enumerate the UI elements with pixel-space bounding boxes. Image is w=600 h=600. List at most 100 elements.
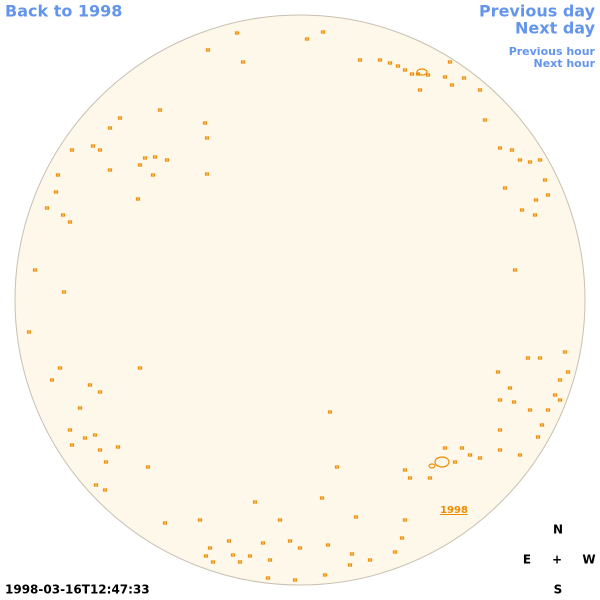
region-outline — [399, 536, 405, 540]
region-outline — [142, 156, 148, 160]
region-outline — [226, 539, 232, 543]
region-outline — [452, 460, 458, 464]
region-outline — [260, 541, 266, 545]
region-outline — [416, 68, 428, 76]
region-outline — [525, 356, 531, 360]
region-outline — [55, 173, 61, 177]
next-day-link[interactable]: Next day — [515, 19, 596, 38]
region-outline — [447, 60, 453, 64]
region-outline — [103, 460, 109, 464]
region-outline — [402, 68, 408, 72]
region-outline — [527, 408, 533, 412]
region-outline — [234, 31, 240, 35]
region-outline — [247, 554, 253, 558]
region-outline — [497, 448, 503, 452]
region-outline — [287, 539, 293, 543]
region-outline — [434, 456, 450, 468]
region-outline — [157, 108, 163, 112]
region-outline — [532, 213, 538, 217]
region-outline — [357, 58, 363, 62]
region-outline — [203, 554, 209, 558]
region-outline — [327, 410, 333, 414]
region-outline — [97, 148, 103, 152]
region-outline — [477, 88, 483, 92]
region-outline — [32, 268, 38, 272]
region-outline — [477, 456, 483, 460]
back-link[interactable]: Back to 1998 — [5, 2, 122, 21]
region-outline — [507, 386, 513, 390]
region-outline — [407, 476, 413, 480]
region-outline — [402, 468, 408, 472]
region-outline — [552, 393, 558, 397]
region-outline — [347, 563, 353, 567]
next-hour-link[interactable]: Next hour — [534, 57, 596, 70]
region-outline — [107, 126, 113, 130]
region-outline — [545, 193, 551, 197]
region-outline — [267, 558, 273, 562]
region-outline — [428, 463, 436, 469]
region-outline — [297, 546, 303, 550]
region-outline — [277, 518, 283, 522]
region-outline — [367, 558, 373, 562]
region-outline — [334, 465, 340, 469]
region-outline — [162, 521, 168, 525]
region-outline — [461, 76, 467, 80]
region-outline — [449, 83, 455, 87]
region-outline — [97, 448, 103, 452]
region-outline — [539, 423, 545, 427]
region-outline — [497, 398, 503, 402]
region-outline — [240, 60, 246, 64]
region-outline — [107, 168, 113, 172]
active-regions — [26, 30, 571, 582]
region-outline — [237, 560, 243, 564]
region-link[interactable]: 1998 — [440, 505, 468, 516]
compass-center: + — [552, 553, 562, 567]
region-outline — [207, 546, 213, 550]
region-outline — [252, 500, 258, 504]
region-outline — [204, 172, 210, 176]
region-outline — [402, 518, 408, 522]
region-outline — [145, 465, 151, 469]
region-outline — [459, 446, 465, 450]
region-outline — [197, 518, 203, 522]
region-outline — [82, 436, 88, 440]
region-outline — [26, 330, 32, 334]
region-outline — [117, 116, 123, 120]
region-outline — [230, 553, 236, 557]
region-outline — [325, 543, 331, 547]
previous-day-link[interactable]: Previous day — [479, 2, 596, 21]
region-outline — [482, 118, 488, 122]
region-outline — [210, 560, 216, 564]
region-outline — [557, 378, 563, 382]
region-outline — [497, 146, 503, 150]
region-outline — [67, 220, 73, 224]
region-outline — [502, 186, 508, 190]
region-outline — [135, 197, 141, 201]
previous-hour-link[interactable]: Previous hour — [509, 45, 596, 58]
region-outline — [77, 406, 83, 410]
region-outline — [425, 73, 431, 77]
region-outline — [495, 370, 501, 374]
region-outline — [565, 370, 571, 374]
region-outline — [137, 366, 143, 370]
region-outline — [545, 408, 551, 412]
region-outline — [202, 121, 208, 125]
region-outline — [92, 433, 98, 437]
region-outline — [509, 148, 515, 152]
region-outline — [467, 453, 473, 457]
region-outline — [44, 206, 50, 210]
region-outline — [320, 30, 326, 34]
region-outline — [537, 158, 543, 162]
region-outline — [49, 378, 55, 382]
region-outline — [415, 72, 421, 76]
region-outline — [204, 136, 210, 140]
region-outline — [417, 88, 423, 92]
region-outline — [69, 148, 75, 152]
region-outline — [517, 453, 523, 457]
region-outline — [61, 290, 67, 294]
region-outline — [93, 483, 99, 487]
compass-north: N — [553, 523, 563, 537]
region-outline — [542, 178, 548, 182]
region-outline — [392, 550, 398, 554]
